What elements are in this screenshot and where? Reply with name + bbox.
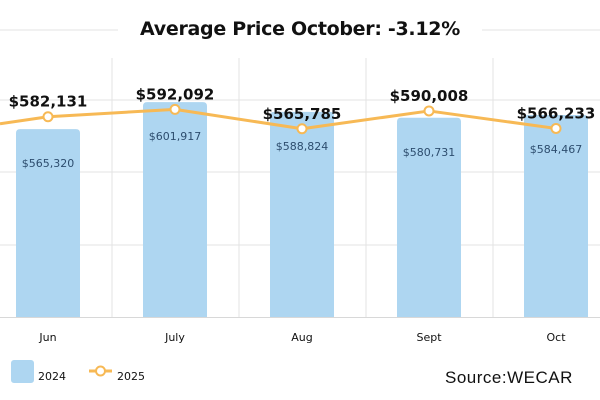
line-label: $590,008 — [390, 87, 469, 105]
line-label: $566,233 — [517, 104, 596, 122]
legend-marker-2025 — [95, 365, 106, 377]
bar-oct — [524, 115, 588, 317]
bar-july — [143, 102, 207, 317]
bar-aug — [270, 111, 334, 317]
x-tick-label: July — [164, 331, 185, 344]
line-point-sept — [423, 105, 435, 117]
chart-title-text: Average Price October: -3.12% — [118, 18, 482, 40]
legend-swatch-2024 — [11, 360, 34, 383]
chart-title: Average Price October: -3.12% — [0, 18, 600, 40]
bar-jun — [16, 129, 80, 317]
bar-label: $601,917 — [149, 130, 202, 143]
bar-label: $580,731 — [403, 146, 456, 159]
line-point-july — [169, 103, 181, 115]
legend-label-2024: 2024 — [38, 370, 66, 383]
line-point-oct — [550, 122, 562, 134]
bar-label: $588,824 — [276, 140, 329, 153]
legend-label-2025: 2025 — [117, 370, 145, 383]
line-label: $565,785 — [263, 105, 342, 123]
x-tick-label: Aug — [291, 331, 312, 344]
line-label: $592,092 — [136, 85, 215, 103]
source-label: Source:WECAR — [445, 368, 573, 387]
bar-sept — [397, 117, 461, 318]
x-tick-label: Sept — [416, 331, 442, 344]
line-2025 — [0, 107, 557, 131]
bar-label: $584,467 — [530, 143, 583, 156]
line-point-jun — [42, 111, 54, 123]
bar-label: $565,320 — [22, 157, 75, 170]
line-label: $582,131 — [9, 93, 88, 111]
x-tick-label: Oct — [546, 331, 566, 344]
line-point-aug — [296, 123, 308, 135]
x-tick-label: Jun — [38, 331, 56, 344]
